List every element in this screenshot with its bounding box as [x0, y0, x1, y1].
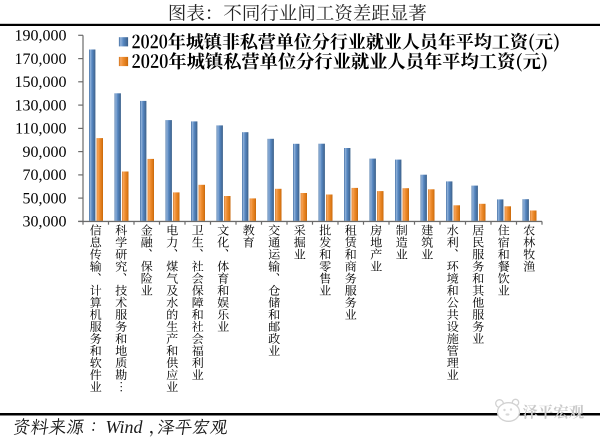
svg-text:30,000: 30,000 [23, 214, 67, 231]
svg-text:Wind: Wind [106, 417, 144, 437]
svg-text:170,000: 170,000 [15, 51, 67, 68]
svg-text:190,000: 190,000 [15, 28, 67, 45]
svg-text:70,000: 70,000 [23, 167, 67, 184]
svg-text:110,000: 110,000 [15, 121, 66, 138]
svg-text:130,000: 130,000 [15, 97, 67, 114]
svg-text:50,000: 50,000 [23, 190, 67, 207]
svg-text:90,000: 90,000 [23, 144, 67, 161]
svg-text:150,000: 150,000 [15, 74, 67, 91]
